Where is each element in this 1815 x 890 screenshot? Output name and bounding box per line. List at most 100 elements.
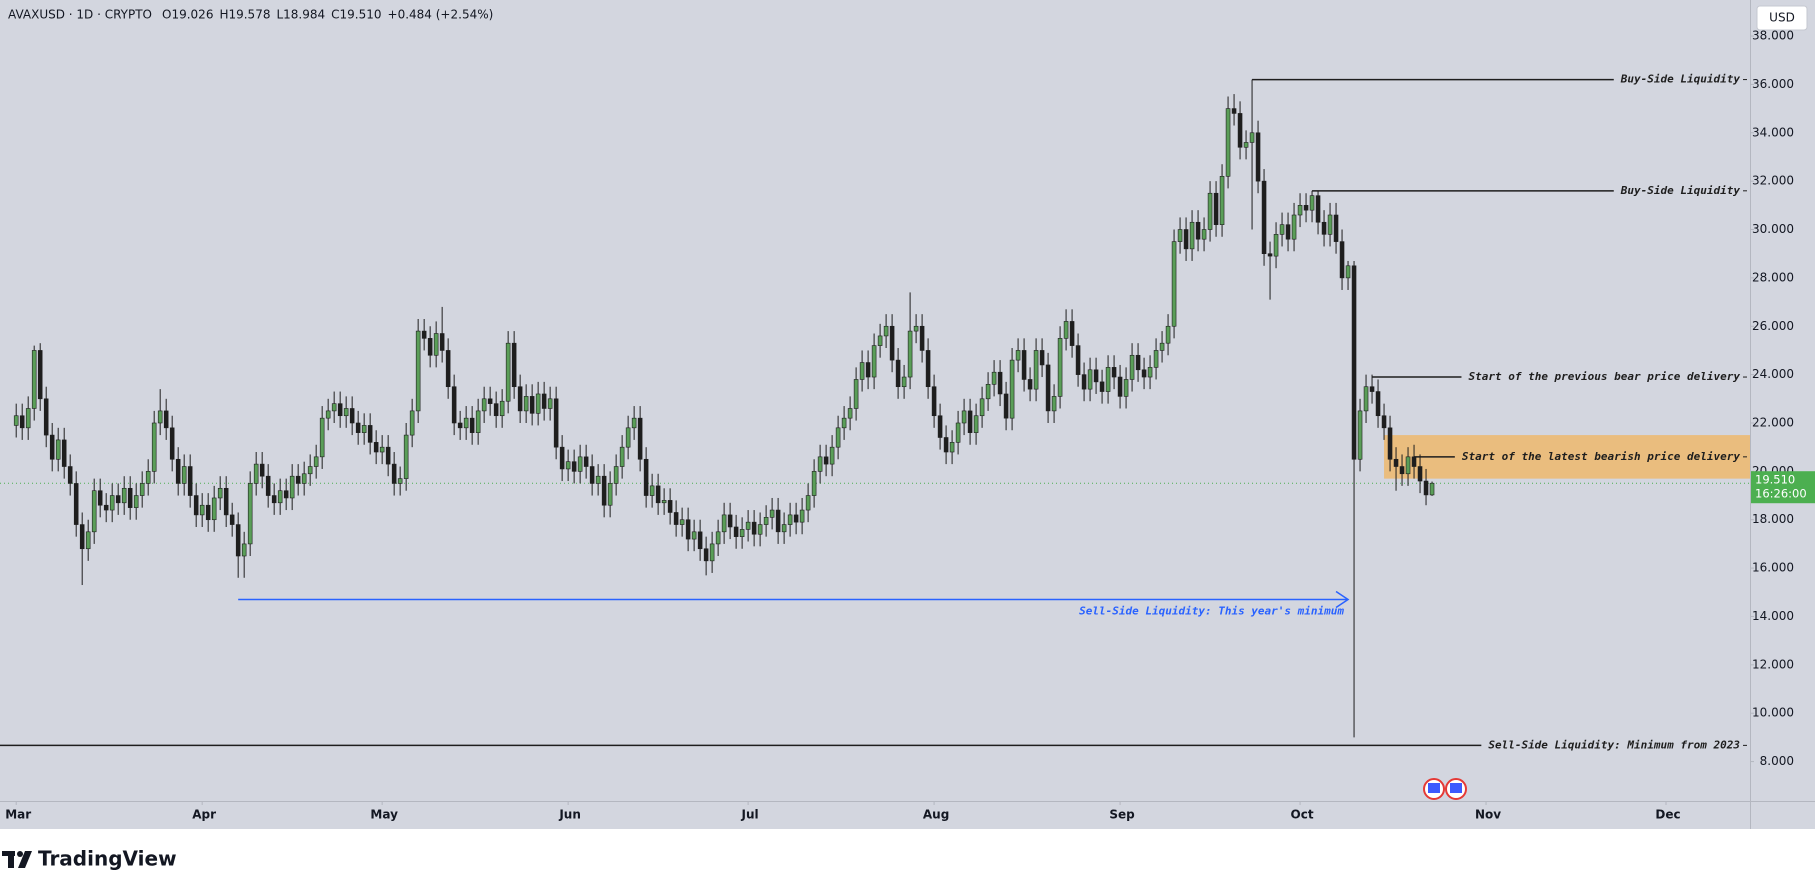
brand-name[interactable]: TradingView: [38, 847, 177, 871]
candle-body: [373, 442, 379, 453]
candle-body: [559, 446, 565, 470]
candle-body: [1057, 338, 1063, 397]
candle-body: [133, 495, 139, 508]
candle-body: [283, 490, 289, 499]
candle-body: [1375, 391, 1381, 417]
candle-body: [445, 350, 451, 388]
candle-body: [733, 526, 739, 537]
candle-body: [595, 475, 601, 484]
candle-body: [469, 417, 475, 433]
candle-body: [1045, 364, 1051, 412]
candle-body: [1201, 229, 1207, 240]
candle-body: [1117, 376, 1123, 397]
candle-body: [679, 519, 685, 525]
candle-body: [1285, 224, 1291, 240]
candle-body: [301, 473, 307, 484]
candle-body: [79, 524, 85, 550]
candle-body: [775, 509, 781, 533]
ohlc-value: L18.984: [276, 8, 325, 22]
candle-body: [265, 475, 271, 496]
candle-body: [553, 398, 559, 448]
candle-body: [1387, 427, 1393, 460]
candle-body: [1303, 205, 1309, 211]
candle-body: [1381, 415, 1387, 429]
candle-body: [937, 415, 943, 438]
candle-body: [31, 350, 37, 409]
candle-body: [37, 350, 43, 400]
candle-body: [193, 495, 199, 516]
candle-body: [151, 422, 157, 472]
y-tick-label: 12.000: [1752, 657, 1794, 671]
candle-body: [1009, 359, 1015, 419]
candle-body: [547, 398, 553, 409]
candle-body: [271, 495, 277, 504]
candle-body: [871, 345, 877, 378]
candle-body: [1207, 192, 1213, 230]
candle-body: [487, 398, 493, 404]
candle-body: [823, 456, 829, 465]
footer-background: [0, 829, 1815, 890]
candle-body: [511, 342, 517, 388]
annotation-label: Start of the previous bear price deliver…: [1468, 370, 1740, 383]
x-tick-label: Jul: [741, 808, 759, 822]
candle-body: [211, 497, 217, 521]
y-tick-label: 38.000: [1752, 29, 1794, 43]
y-tick-label: 8.000: [1760, 754, 1794, 768]
candle-body: [613, 466, 619, 484]
candle-body: [109, 495, 115, 511]
candle-body: [1315, 195, 1321, 223]
brand-logo[interactable]: [2, 851, 32, 868]
candle-body: [163, 410, 169, 429]
candle-body: [853, 379, 859, 409]
candle-body: [895, 359, 901, 388]
candle-body: [925, 350, 931, 388]
candle-body: [67, 466, 73, 484]
countdown-label: 16:26:00: [1755, 487, 1807, 501]
candle-body: [1243, 142, 1249, 148]
candle-body: [145, 471, 151, 484]
candle-body: [1069, 321, 1075, 346]
candle-body: [883, 325, 889, 337]
axis-layer: 8.00010.00012.00014.00016.00018.00020.00…: [5, 29, 1815, 822]
candle-body: [1273, 234, 1279, 257]
currency-label[interactable]: USD: [1769, 11, 1795, 25]
last-price-tag: [1751, 471, 1815, 504]
currency-button[interactable]: [1756, 5, 1808, 31]
candle-body: [1249, 132, 1255, 143]
price-axis-background: [1750, 0, 1815, 829]
candle-body: [1021, 350, 1027, 380]
candle-body: [493, 403, 499, 417]
candle-body: [781, 524, 787, 533]
flag: [1428, 783, 1440, 793]
x-tick-label: Jun: [558, 808, 581, 822]
candle-body: [73, 483, 79, 525]
candle-body: [1309, 195, 1315, 211]
candle-body: [1099, 381, 1105, 392]
candle-body: [1363, 386, 1369, 412]
candle-body: [799, 509, 805, 523]
candle-body: [1339, 241, 1345, 279]
candle-body: [1333, 214, 1339, 242]
candle-body: [913, 325, 919, 332]
candle-body: [253, 463, 259, 484]
annotation-label: Start of the latest bearish price delive…: [1462, 450, 1741, 463]
candle-body: [127, 487, 133, 508]
candle-body: [1261, 180, 1267, 254]
candle-body: [685, 519, 691, 540]
candle-body: [589, 466, 595, 484]
candle-body: [1105, 367, 1111, 392]
x-tick-label: May: [370, 808, 398, 822]
candle-body: [1237, 113, 1243, 148]
candle-body: [427, 338, 433, 356]
candle-body: [457, 422, 463, 429]
candle-body: [223, 487, 229, 516]
candle-body: [1087, 369, 1093, 390]
candle-body: [715, 531, 721, 545]
candle-body: [307, 466, 313, 475]
candle-body: [1405, 456, 1411, 475]
candle-body: [1357, 410, 1363, 460]
candle-body: [247, 483, 253, 545]
x-tick-label: Sep: [1109, 808, 1135, 822]
candle-body: [481, 398, 487, 412]
